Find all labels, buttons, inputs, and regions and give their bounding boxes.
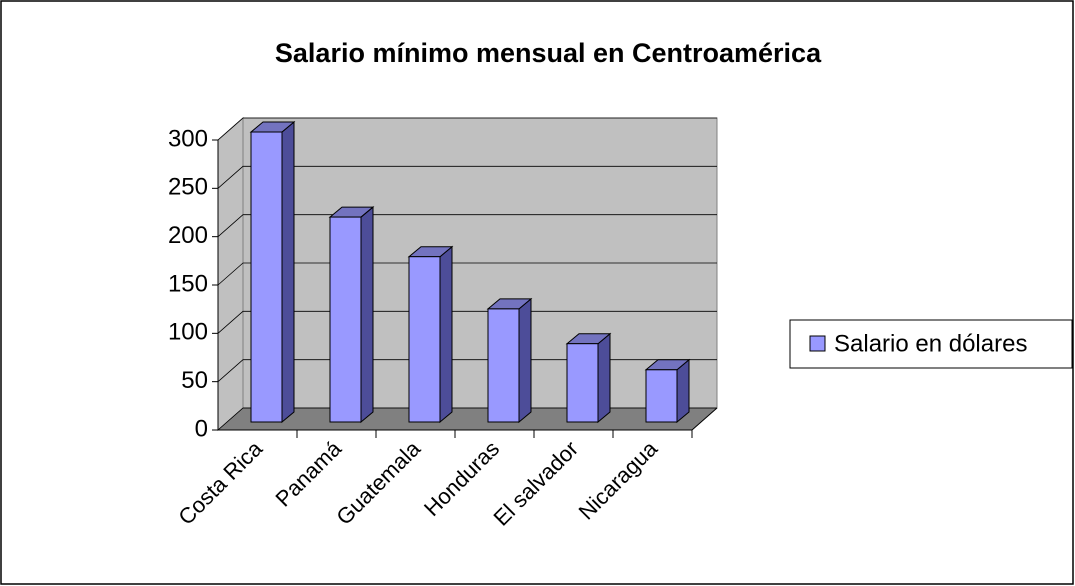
bar bbox=[328, 205, 375, 424]
bar-front bbox=[408, 256, 441, 423]
bar-side bbox=[360, 205, 374, 424]
bar bbox=[644, 358, 691, 424]
grid-line bbox=[217, 214, 717, 237]
y-tick-label: 200 bbox=[168, 222, 208, 249]
bar-side bbox=[676, 358, 690, 424]
bar bbox=[486, 297, 533, 424]
legend-swatch bbox=[809, 335, 826, 352]
legend: Salario en dólares bbox=[789, 319, 1073, 369]
grid-line bbox=[217, 359, 717, 382]
grid-line bbox=[217, 165, 717, 189]
bar-front bbox=[487, 308, 520, 423]
chart-title: Salario mínimo mensual en Centroamérica bbox=[275, 38, 822, 68]
bar-front bbox=[645, 369, 678, 423]
grid-line bbox=[217, 262, 717, 286]
bar-side bbox=[439, 245, 453, 424]
legend-label: Salario en dólares bbox=[834, 330, 1027, 357]
bar-side bbox=[281, 120, 295, 424]
legend-box bbox=[789, 319, 1073, 369]
y-tick-label: 250 bbox=[168, 174, 208, 201]
bar-side bbox=[597, 332, 611, 424]
x-axis-end bbox=[691, 407, 718, 431]
bar bbox=[249, 120, 296, 424]
y-tick-label: 0 bbox=[195, 415, 208, 442]
y-tick-label: 50 bbox=[181, 367, 208, 394]
y-tick-label: 150 bbox=[168, 270, 208, 297]
y-tick-label: 100 bbox=[168, 319, 208, 346]
y-tick-label: 300 bbox=[168, 125, 208, 152]
grid-line bbox=[217, 117, 717, 141]
grid-line bbox=[217, 310, 717, 334]
bar bbox=[407, 245, 454, 424]
bar-side bbox=[518, 297, 532, 424]
bar-front bbox=[329, 216, 362, 423]
bar-front bbox=[566, 343, 599, 423]
grid-line bbox=[217, 407, 717, 431]
bar-front bbox=[250, 131, 283, 423]
bar bbox=[565, 332, 612, 424]
